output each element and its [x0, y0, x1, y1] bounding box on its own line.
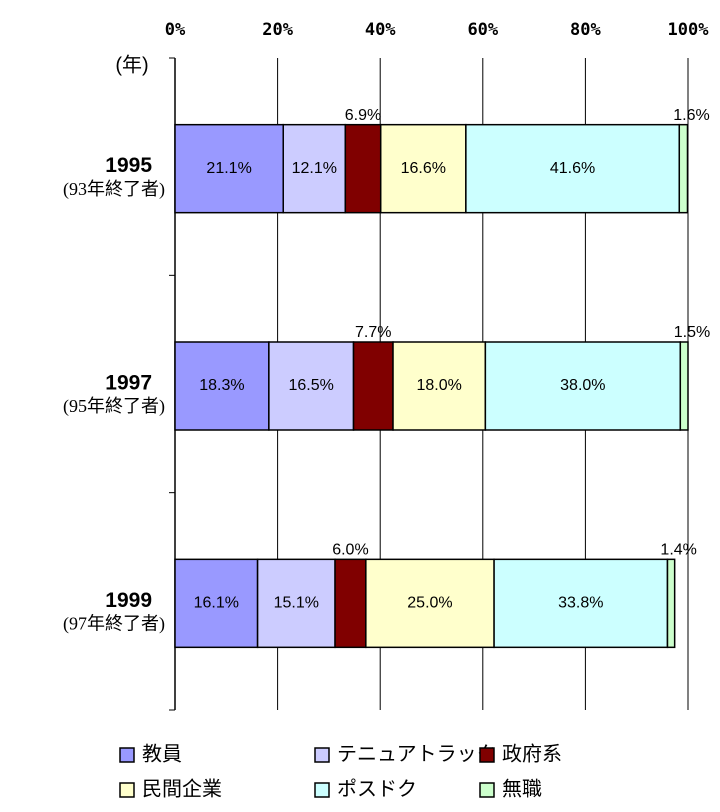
bar-segment	[334, 558, 367, 649]
value-label: 38.0%	[560, 377, 605, 394]
legend-swatch	[119, 782, 135, 798]
y-axis-label: (年)	[115, 53, 148, 76]
legend-label: 政府系	[502, 742, 562, 765]
legend-swatch	[314, 747, 330, 763]
bar-segment	[282, 123, 347, 214]
value-label: 6.0%	[332, 542, 368, 559]
value-label: 7.7%	[355, 324, 391, 341]
bar-segment	[174, 558, 259, 649]
bar-segment	[365, 558, 495, 649]
bar-segment	[379, 123, 467, 214]
value-label: 18.0%	[417, 377, 462, 394]
value-label: 21.1%	[206, 160, 251, 177]
bar-segment	[465, 123, 681, 214]
value-label: 16.6%	[401, 160, 446, 177]
value-label: 33.8%	[558, 595, 603, 612]
x-tick-label: 80%	[570, 20, 601, 40]
category-label: 1995	[105, 154, 152, 177]
legend-swatch	[479, 747, 495, 763]
bar-segment	[392, 341, 487, 431]
bar-segment	[344, 123, 382, 214]
legend-label: ポスドク	[337, 777, 417, 800]
bar-segment	[679, 341, 689, 431]
bar-segment	[678, 123, 689, 214]
bar-segment	[174, 341, 270, 431]
value-label: 25.0%	[407, 595, 452, 612]
legend-label: テニュアトラック	[337, 742, 497, 765]
legend-swatch	[314, 782, 330, 798]
value-label: 16.5%	[289, 377, 334, 394]
value-label: 1.6%	[673, 107, 709, 124]
category-note: (95年終了者)	[63, 396, 165, 417]
x-tick-label: 100%	[668, 20, 710, 40]
value-label: 1.4%	[660, 542, 696, 559]
category-label: 1999	[105, 589, 152, 612]
legend-swatch	[119, 747, 135, 763]
bar-segment	[666, 558, 676, 649]
bar-segment	[352, 341, 394, 431]
value-label: 6.9%	[345, 107, 381, 124]
bar-segment	[493, 558, 669, 649]
category-note: (93年終了者)	[63, 179, 165, 200]
x-tick-label: 0%	[165, 20, 186, 40]
value-label: 1.5%	[674, 324, 710, 341]
bar-segment	[268, 341, 355, 431]
value-label: 12.1%	[292, 160, 337, 177]
value-label: 18.3%	[199, 377, 244, 394]
category-label: 1997	[105, 372, 152, 395]
bar-segment	[256, 558, 336, 649]
value-label: 41.6%	[550, 160, 595, 177]
x-tick-label: 40%	[365, 20, 396, 40]
x-tick-label: 60%	[467, 20, 498, 40]
x-tick-label: 20%	[262, 20, 293, 40]
legend-swatch	[479, 782, 495, 798]
legend-label: 無職	[502, 777, 542, 800]
category-note: (97年終了者)	[63, 613, 165, 634]
value-label: 15.1%	[274, 595, 319, 612]
legend-label: 教員	[142, 742, 182, 765]
legend-label: 民間企業	[142, 777, 222, 800]
bar-segment	[484, 341, 682, 431]
value-label: 16.1%	[194, 595, 239, 612]
